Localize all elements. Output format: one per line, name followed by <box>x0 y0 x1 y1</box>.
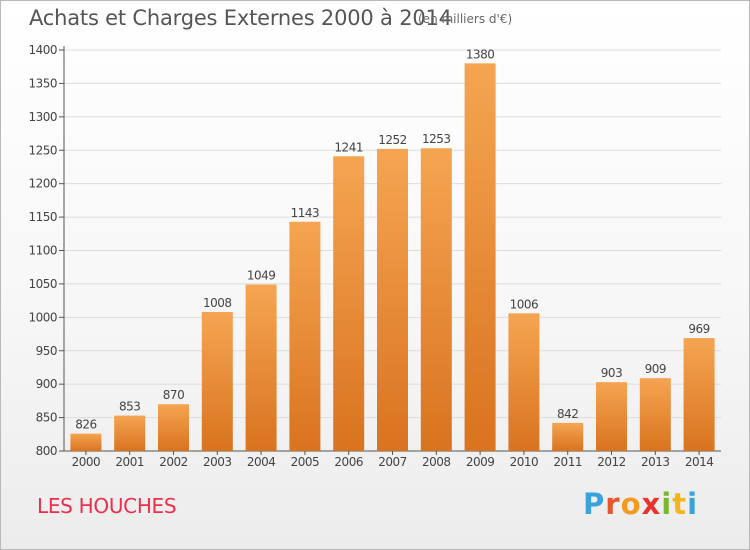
y-tick-label: 1200 <box>28 177 57 191</box>
logo-letter: i <box>661 487 673 521</box>
bar <box>464 63 496 451</box>
data-label: 1143 <box>291 206 320 220</box>
labels: 800 850 900 950 1000 1050 1100 1150 1200 1250 1300… <box>28 43 713 469</box>
y-tick-label: 850 <box>36 411 57 425</box>
bar <box>639 378 671 451</box>
y-tick-label: 1350 <box>28 76 57 90</box>
y-tick-label: 950 <box>36 344 57 358</box>
x-tick-label: 2001 <box>115 455 144 469</box>
y-tick-label: 1100 <box>28 244 57 258</box>
proxiti-logo[interactable]: Proxiti <box>583 487 698 521</box>
x-tick-label: 2005 <box>291 455 320 469</box>
logo-letter: P <box>583 487 606 521</box>
x-tick-label: 2009 <box>466 455 495 469</box>
bar <box>683 338 715 451</box>
logo-letter: i <box>687 487 699 521</box>
data-label: 826 <box>75 418 96 432</box>
data-label: 903 <box>601 366 622 380</box>
data-label: 909 <box>645 362 666 376</box>
bar <box>508 313 540 451</box>
x-tick-label: 2012 <box>597 455 626 469</box>
data-label: 853 <box>119 400 140 414</box>
x-tick-label: 2011 <box>553 455 582 469</box>
y-tick-label: 1250 <box>28 143 57 157</box>
data-label: 1241 <box>334 140 363 154</box>
y-tick-label: 900 <box>36 377 57 391</box>
data-label: 870 <box>163 388 184 402</box>
commune-name: LES HOUCHES <box>37 494 177 518</box>
bar <box>201 311 233 451</box>
y-tick-label: 1150 <box>28 210 57 224</box>
logo-letter: o <box>620 487 642 521</box>
y-tick-label: 1050 <box>28 277 57 291</box>
bars <box>70 63 715 451</box>
y-tick-label: 1000 <box>28 310 57 324</box>
logo-letter: t <box>672 487 688 521</box>
x-tick-label: 2007 <box>378 455 407 469</box>
x-tick-label: 2000 <box>72 455 101 469</box>
bar <box>70 433 102 451</box>
data-label: 1252 <box>378 133 407 147</box>
y-tick-label: 1400 <box>28 43 57 57</box>
data-label: 1008 <box>203 296 232 310</box>
data-label: 1380 <box>466 47 495 61</box>
x-tick-label: 2006 <box>334 455 363 469</box>
x-tick-label: 2002 <box>159 455 188 469</box>
x-tick-label: 2010 <box>510 455 539 469</box>
chart-subtitle: (en milliers d'€) <box>418 12 513 26</box>
x-tick-label: 2003 <box>203 455 232 469</box>
x-tick-label: 2013 <box>641 455 670 469</box>
bar <box>333 156 365 451</box>
data-label: 1006 <box>510 297 539 311</box>
y-tick-label: 800 <box>36 444 57 458</box>
x-tick-label: 2004 <box>247 455 276 469</box>
y-tick-label: 1300 <box>28 110 57 124</box>
bar <box>377 148 408 451</box>
x-tick-label: 2008 <box>422 455 451 469</box>
data-label: 1049 <box>247 269 276 283</box>
bar <box>596 382 627 451</box>
bar <box>289 221 321 451</box>
x-tick-label: 2014 <box>685 455 714 469</box>
data-label: 842 <box>557 407 578 421</box>
bar <box>552 422 584 451</box>
bar <box>158 404 189 451</box>
logo-letter: r <box>605 487 621 521</box>
bar <box>114 415 146 451</box>
data-label: 1253 <box>422 132 451 146</box>
data-label: 969 <box>688 322 709 336</box>
chart-title: Achats et Charges Externes 2000 à 2014 <box>29 6 452 30</box>
bar <box>245 284 277 451</box>
bar <box>420 148 452 451</box>
logo-letter: x <box>641 487 662 521</box>
